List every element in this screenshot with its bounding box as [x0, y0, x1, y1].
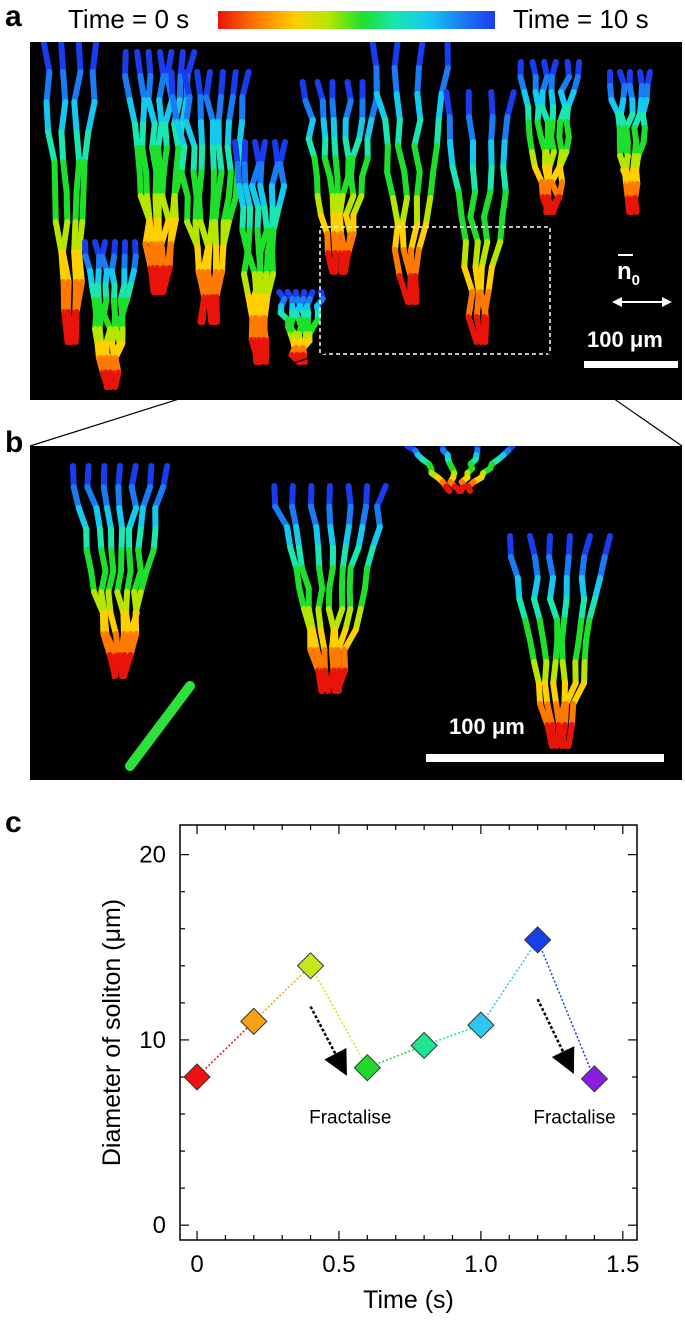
- y-tick-label: 0: [153, 1212, 166, 1239]
- soliton-trajectories-a: [40, 42, 653, 390]
- panel-b-micrograph: 100 μm: [30, 446, 682, 780]
- panel-b-scale-bar: [426, 754, 664, 762]
- trajectory-b-3: [404, 446, 516, 494]
- soliton-trajectories-b: [69, 446, 613, 771]
- fractalise-label: Fractalise: [309, 1107, 391, 1128]
- y-tick-label: 20: [139, 842, 166, 869]
- x-axis-label: Time (s): [363, 1286, 454, 1314]
- director-label: n: [617, 258, 632, 285]
- data-point: [183, 1063, 211, 1091]
- fractalise-arrow: [536, 998, 575, 1075]
- trajectory-a-10: [276, 289, 326, 365]
- plot-frame: [179, 824, 638, 1241]
- x-tick-label: 0.5: [322, 1251, 355, 1278]
- panel-b-scale-label: 100 μm: [449, 714, 525, 739]
- trajectory-a-4: [299, 79, 381, 275]
- colorbar-end-label: Time = 10 s: [513, 4, 649, 34]
- trajectory-a-1: [122, 49, 198, 295]
- y-axis-label: Diameter of soliton (μm): [98, 899, 126, 1166]
- panel-b-letter: b: [5, 426, 24, 459]
- trajectory-a-8: [607, 69, 653, 215]
- panel-c-letter: c: [5, 806, 22, 839]
- data-point: [353, 1053, 382, 1082]
- trajectory-a-0: [40, 42, 100, 345]
- colorbar-start-label: Time = 0 s: [68, 4, 190, 34]
- series-segment: [309, 965, 368, 1069]
- director-symbol: n0: [617, 254, 641, 289]
- x-tick-label: 1.0: [464, 1251, 497, 1278]
- series-segment: [253, 965, 312, 1022]
- data-point: [523, 926, 552, 954]
- x-tick-label: 1.5: [606, 1251, 639, 1278]
- y-tick-label: 10: [139, 1027, 166, 1054]
- data-point: [467, 1011, 495, 1039]
- x-tick-label: 0: [190, 1251, 203, 1278]
- trajectory-a-7: [517, 59, 583, 215]
- data-point: [240, 1007, 268, 1036]
- trajectory-a-5: [369, 42, 451, 305]
- series-segment: [196, 1020, 255, 1078]
- series-segment: [480, 939, 539, 1026]
- trajectory-b-0: [69, 463, 171, 679]
- panel-a-scale-bar: [584, 361, 678, 368]
- trajectory-a-3: [232, 139, 288, 365]
- fractalise-label: Fractalise: [533, 1107, 615, 1128]
- data-point: [580, 1065, 609, 1093]
- double-arrow-icon: [612, 297, 672, 307]
- trajectory-b-stub: [125, 681, 195, 771]
- series-segment: [536, 939, 596, 1080]
- data-point: [296, 952, 325, 980]
- director-subscript: 0: [631, 271, 641, 289]
- trajectory-a-9: [82, 239, 139, 390]
- zoom-region-box: [319, 226, 551, 355]
- time-colorbar: [218, 11, 495, 29]
- zoom-connector: [29, 352, 683, 447]
- data-point: [410, 1031, 438, 1060]
- fractalise-arrow: [309, 1005, 347, 1076]
- panel-a-scale-label: 100 μm: [587, 327, 663, 352]
- diameter-chart: 0 0.5 1.0 1.5 0 10 20 Time (s) Diameter of solit…: [98, 824, 639, 1314]
- panel-a-letter: a: [5, 0, 22, 33]
- trajectory-a-2: [168, 69, 252, 325]
- panel-a-micrograph: n0 100 μm: [30, 42, 682, 400]
- trajectory-b-1: [271, 483, 389, 694]
- trajectory-a-6: [443, 89, 517, 345]
- trajectory-b-2: [507, 533, 613, 749]
